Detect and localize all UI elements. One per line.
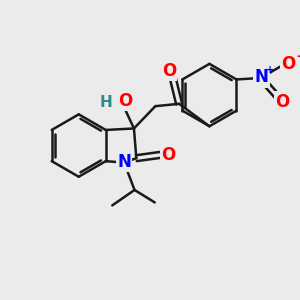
Text: O: O: [118, 92, 132, 110]
Text: -: -: [296, 50, 300, 63]
Text: +: +: [266, 64, 275, 75]
Text: O: O: [275, 93, 290, 111]
Text: O: O: [161, 146, 176, 164]
Text: H: H: [100, 95, 113, 110]
Text: O: O: [281, 55, 295, 73]
Text: O: O: [162, 62, 176, 80]
Text: N: N: [254, 68, 268, 86]
Text: N: N: [117, 153, 131, 171]
